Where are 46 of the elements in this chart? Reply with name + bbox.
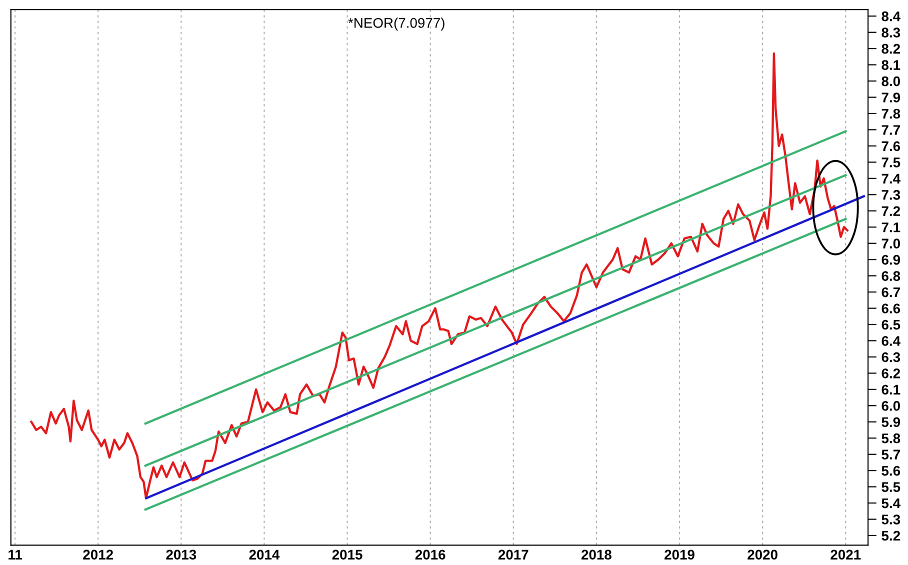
y-tick-label: 5.7 — [882, 450, 900, 460]
y-tick-label: 6.3 — [882, 352, 900, 362]
x-tick-label: 2014 — [249, 550, 280, 560]
y-tick-label: 6.7 — [882, 287, 900, 298]
y-tick-label: 5.4 — [882, 498, 900, 508]
x-tick-label: 2017 — [498, 550, 528, 560]
annotation: *NEOR(7.0977) — [348, 18, 444, 31]
y-tick-label: 6.9 — [882, 254, 900, 265]
y-tick-label: 7.6 — [882, 141, 900, 152]
x-tick-label: 2013 — [166, 550, 196, 560]
y-tick-label: 7.3 — [882, 190, 900, 200]
y-tick-label: 7.0 — [882, 238, 900, 248]
y-tick-label: 8.3 — [882, 28, 900, 38]
y-tick-label: 6.0 — [882, 400, 900, 411]
y-tick-label: 8.4 — [882, 11, 900, 22]
y-tick-label: 5.6 — [882, 466, 900, 476]
y-tick-label: 8.0 — [882, 76, 900, 86]
y-tick-label: 6.1 — [882, 384, 900, 395]
y-tick-label: 7.5 — [882, 158, 900, 168]
y-tick-label: 6.5 — [882, 320, 900, 330]
y-tick-label: 6.6 — [882, 304, 900, 314]
y-tick-label: 6.2 — [882, 368, 900, 378]
y-tick-label: 7.8 — [882, 108, 900, 119]
x-tick-label: 11 — [8, 550, 22, 560]
line-series — [30, 52, 848, 500]
x-tick-label: 2021 — [830, 550, 861, 560]
y-tick-label: 8.1 — [882, 60, 900, 70]
x-tick-label: 2018 — [581, 550, 612, 560]
y-tick-label: 8.2 — [882, 44, 900, 54]
y-tick-label: 7.1 — [882, 222, 900, 232]
y-tick-label: 7.9 — [882, 92, 900, 102]
x-tick-label: 2020 — [748, 550, 778, 560]
y-tick-label: 5.3 — [882, 514, 900, 524]
y-tick-label: 6.4 — [882, 336, 900, 346]
x-tick-label: 2012 — [83, 550, 113, 560]
x-tick-label: 2016 — [415, 550, 446, 560]
x-tick-label: 2019 — [664, 550, 694, 560]
y-tick-label: 5.2 — [882, 530, 900, 541]
y-tick-label: 5.9 — [882, 417, 900, 428]
x-tick-label: 2015 — [332, 550, 362, 560]
y-tick-label: 7.2 — [882, 206, 900, 216]
y-tick-label: 5.8 — [882, 433, 900, 444]
y-tick-label: 6.8 — [882, 271, 900, 281]
y-tick-label: 7.4 — [882, 174, 900, 184]
y-tick-label: 5.5 — [882, 482, 900, 492]
y-tick-label: 7.7 — [882, 125, 900, 135]
